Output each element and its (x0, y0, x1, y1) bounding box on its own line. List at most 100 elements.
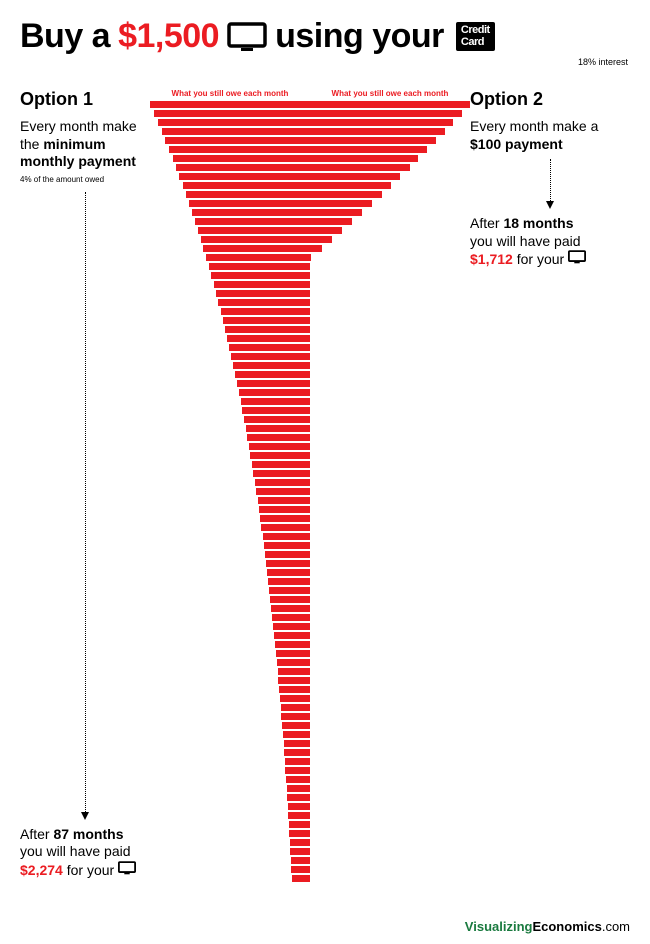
credit-card-line1: Credit (461, 24, 490, 36)
chart-bar (310, 119, 453, 126)
chart-bar (158, 119, 310, 126)
chart-bar (198, 227, 310, 234)
chart-bar (201, 236, 310, 243)
chart-bar (173, 155, 310, 162)
chart-bar (268, 578, 310, 585)
chart-bar (289, 830, 310, 837)
option2-block: Option 2 Every month make a $100 payment… (470, 89, 630, 884)
chart-bar (279, 686, 310, 693)
headline-price: $1,500 (118, 18, 219, 55)
chart-bar (183, 182, 310, 189)
chart-bar (281, 713, 310, 720)
interest-note: 18% interest (20, 57, 630, 67)
chart-bar (291, 866, 310, 873)
chart-bar (216, 290, 310, 297)
chart-bar (289, 821, 310, 828)
chart-bar (269, 587, 310, 594)
chart-bar (218, 299, 310, 306)
chart-bar (261, 524, 310, 531)
chart-bar (176, 164, 310, 171)
chart-bar (150, 101, 310, 108)
option1-sub: 4% of the amount owed (20, 175, 150, 184)
chart-bar (252, 461, 310, 468)
chart-bar (310, 200, 372, 207)
chart-bar (206, 254, 310, 261)
chart-bar (253, 470, 310, 477)
chart-bar (290, 839, 310, 846)
chart-bar (280, 695, 310, 702)
attribution: VisualizingEconomics.com (465, 919, 630, 934)
chart-bar (288, 803, 310, 810)
chart-bar (310, 110, 462, 117)
headline-mid: using your (275, 18, 444, 55)
chart-bar (241, 398, 310, 405)
chart-bar (310, 164, 410, 171)
chart-bar (310, 128, 445, 135)
chart-bar (231, 353, 310, 360)
chart-bar (260, 515, 310, 522)
monitor-icon (568, 250, 586, 264)
chart-bar (290, 848, 310, 855)
chart-bar (288, 812, 310, 819)
chart-bar (310, 236, 332, 243)
option2-result: After 18 months you will have paid $1,71… (470, 215, 630, 269)
chart-bar (310, 218, 352, 225)
option2-heading: Option 2 (470, 89, 630, 110)
chart-bar (165, 137, 310, 144)
option2-arrow (470, 159, 630, 209)
chart-bar (287, 794, 310, 801)
credit-card-badge: Credit Card (456, 22, 495, 51)
chart-bar (291, 857, 310, 864)
chart-bar (284, 740, 310, 747)
chart-bar (247, 434, 310, 441)
chart-bar (278, 668, 310, 675)
option1-arrow (20, 192, 150, 820)
chart-bar (285, 767, 310, 774)
chart-bar (266, 560, 310, 567)
chart-bar (195, 218, 310, 225)
chart-bar (267, 569, 310, 576)
chart-bar (239, 389, 310, 396)
chart-bar (283, 731, 310, 738)
chart-bar (258, 497, 310, 504)
chart-bar (242, 407, 310, 414)
chart-bar (203, 245, 310, 252)
chart-bar (265, 551, 310, 558)
chart-bar (310, 173, 400, 180)
chart-bar (276, 650, 310, 657)
chart-bar (277, 659, 310, 666)
chart-bar (273, 623, 310, 630)
chart-bar (233, 362, 310, 369)
chart-bar (310, 182, 391, 189)
option1-block: Option 1 Every month make the minimum mo… (20, 89, 150, 879)
chart-bar (259, 506, 310, 513)
credit-card-line2: Card (461, 36, 484, 48)
chart-bar (214, 281, 310, 288)
chart-bar (221, 308, 310, 315)
chart-bar (310, 209, 362, 216)
chart-bar (275, 641, 310, 648)
chart-bar (249, 443, 310, 450)
chart-bar (244, 416, 310, 423)
option1-result: After 87 months you will have paid $2,27… (20, 826, 150, 880)
chart-bar (282, 722, 310, 729)
chart-bar (310, 101, 470, 108)
chart-bar (263, 533, 310, 540)
option1-chart: What you still owe each month (150, 89, 310, 884)
chart-bar (227, 335, 310, 342)
chart-bar (310, 137, 436, 144)
chart-bar (237, 380, 310, 387)
headline: Buy a $1,500 using your Credit Card (20, 18, 630, 55)
chart-bar (225, 326, 310, 333)
monitor-icon (227, 22, 267, 52)
option2-chart: What you still owe each month (310, 89, 470, 884)
chart-left-label: What you still owe each month (150, 89, 310, 98)
chart-bar (211, 272, 310, 279)
headline-prefix: Buy a (20, 18, 110, 55)
chart-bar (189, 200, 310, 207)
chart-bar (264, 542, 310, 549)
chart-bar (169, 146, 310, 153)
chart-bar (154, 110, 310, 117)
chart-bar (278, 677, 310, 684)
chart-bar (286, 776, 310, 783)
